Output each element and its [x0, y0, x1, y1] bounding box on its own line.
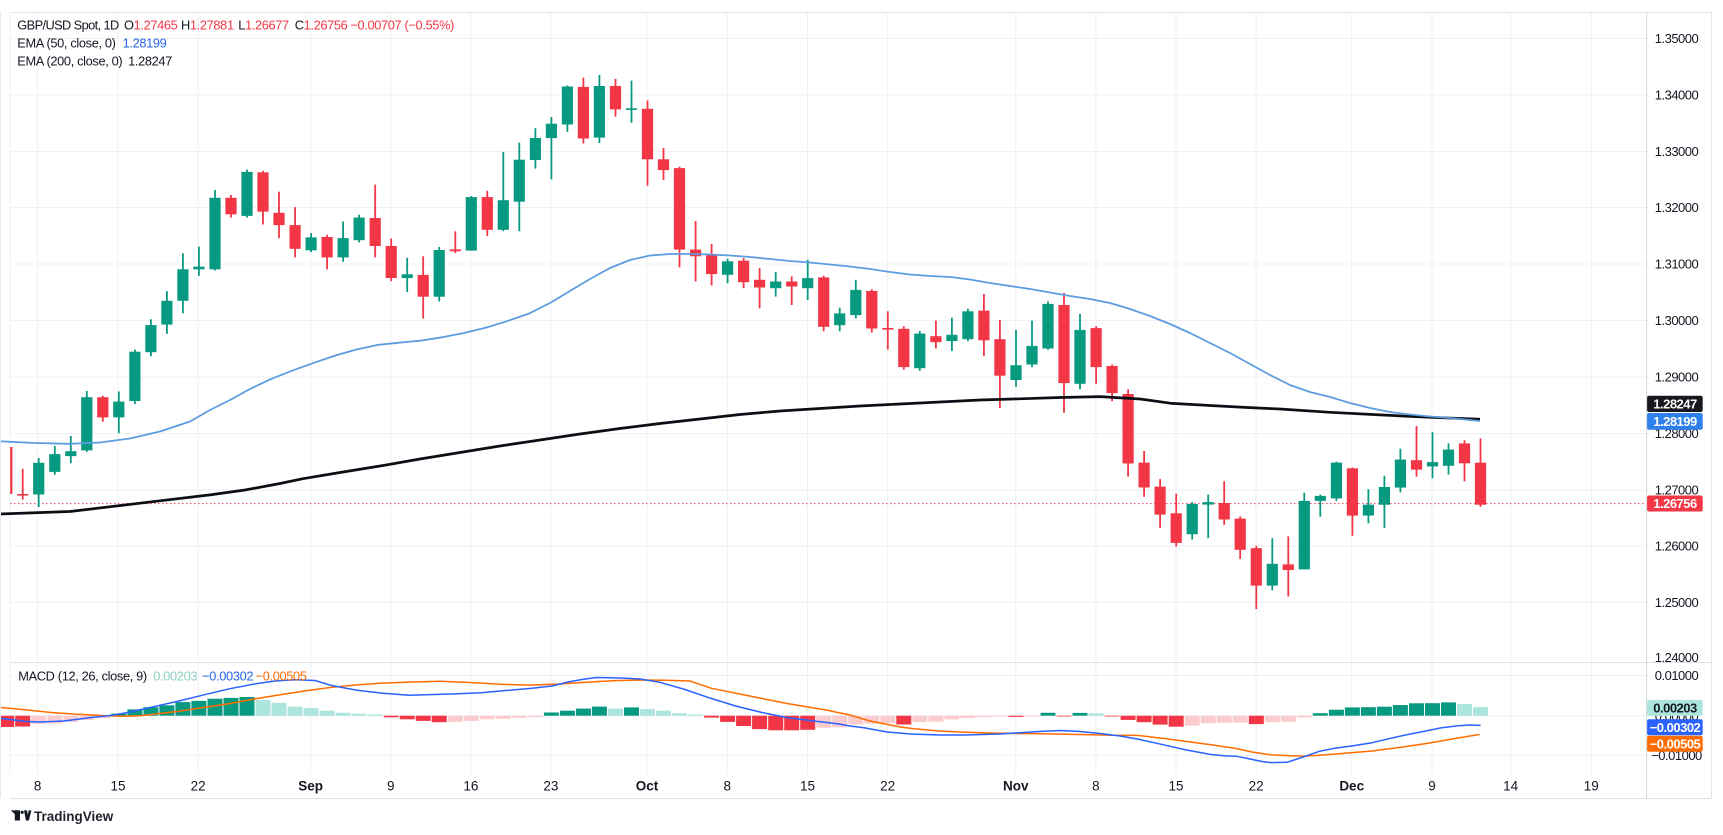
- svg-text:15: 15: [1168, 779, 1183, 794]
- svg-text:Oct: Oct: [636, 779, 659, 794]
- svg-text:1.29000: 1.29000: [1655, 370, 1699, 385]
- svg-text:1.28247: 1.28247: [128, 53, 172, 68]
- svg-text:22: 22: [191, 779, 206, 794]
- svg-text:22: 22: [1249, 779, 1264, 794]
- svg-text:MACD (12, 26, close, 9): MACD (12, 26, close, 9): [18, 669, 147, 684]
- svg-text:TradingView: TradingView: [34, 809, 114, 824]
- svg-text:1.31000: 1.31000: [1655, 257, 1699, 272]
- svg-text:9: 9: [1428, 779, 1436, 794]
- svg-text:H1.27881: H1.27881: [181, 18, 234, 33]
- svg-text:1.30000: 1.30000: [1655, 313, 1699, 328]
- svg-text:−0.00505: −0.00505: [1650, 736, 1701, 751]
- svg-text:8: 8: [1092, 779, 1100, 794]
- svg-text:15: 15: [110, 779, 125, 794]
- svg-text:15: 15: [800, 779, 815, 794]
- svg-text:8: 8: [723, 779, 731, 794]
- svg-text:9: 9: [387, 779, 395, 794]
- svg-text:23: 23: [543, 779, 558, 794]
- svg-text:GBP/USD Spot, 1D: GBP/USD Spot, 1D: [17, 18, 119, 33]
- svg-text:C1.26756: C1.26756: [295, 18, 348, 33]
- svg-text:1.28199: 1.28199: [123, 36, 167, 51]
- svg-text:L1.26677: L1.26677: [238, 18, 289, 33]
- svg-text:EMA (50, close, 0): EMA (50, close, 0): [17, 36, 115, 51]
- svg-text:EMA (200, close, 0): EMA (200, close, 0): [17, 53, 122, 68]
- svg-text:19: 19: [1584, 779, 1599, 794]
- svg-text:0.00203: 0.00203: [153, 669, 197, 684]
- svg-text:1.28247: 1.28247: [1653, 397, 1697, 412]
- svg-text:0.01000: 0.01000: [1655, 668, 1699, 683]
- svg-text:1.26000: 1.26000: [1655, 539, 1699, 554]
- svg-text:1.32000: 1.32000: [1655, 200, 1699, 215]
- svg-text:−0.00707 (−0.55%): −0.00707 (−0.55%): [350, 18, 454, 33]
- svg-text:O1.27465: O1.27465: [124, 18, 178, 33]
- svg-text:0.00203: 0.00203: [1653, 701, 1697, 716]
- svg-text:1.28000: 1.28000: [1655, 426, 1699, 441]
- svg-text:−0.00302: −0.00302: [1650, 720, 1701, 735]
- svg-text:16: 16: [463, 779, 478, 794]
- svg-text:1.34000: 1.34000: [1655, 88, 1699, 103]
- svg-text:1.26756: 1.26756: [1653, 496, 1697, 511]
- svg-text:1.28199: 1.28199: [1653, 414, 1697, 429]
- svg-text:−0.00302: −0.00302: [202, 669, 253, 684]
- svg-text:8: 8: [34, 779, 42, 794]
- svg-text:1.27000: 1.27000: [1655, 483, 1699, 498]
- svg-text:22: 22: [880, 779, 895, 794]
- svg-text:1.24000: 1.24000: [1655, 650, 1699, 665]
- svg-text:Dec: Dec: [1339, 779, 1364, 794]
- svg-text:−0.00505: −0.00505: [256, 669, 307, 684]
- svg-text:Sep: Sep: [298, 779, 323, 794]
- svg-text:1.25000: 1.25000: [1655, 595, 1699, 610]
- svg-text:Nov: Nov: [1003, 779, 1029, 794]
- svg-text:1.33000: 1.33000: [1655, 144, 1699, 159]
- svg-text:1.35000: 1.35000: [1655, 31, 1699, 46]
- svg-text:14: 14: [1503, 779, 1519, 794]
